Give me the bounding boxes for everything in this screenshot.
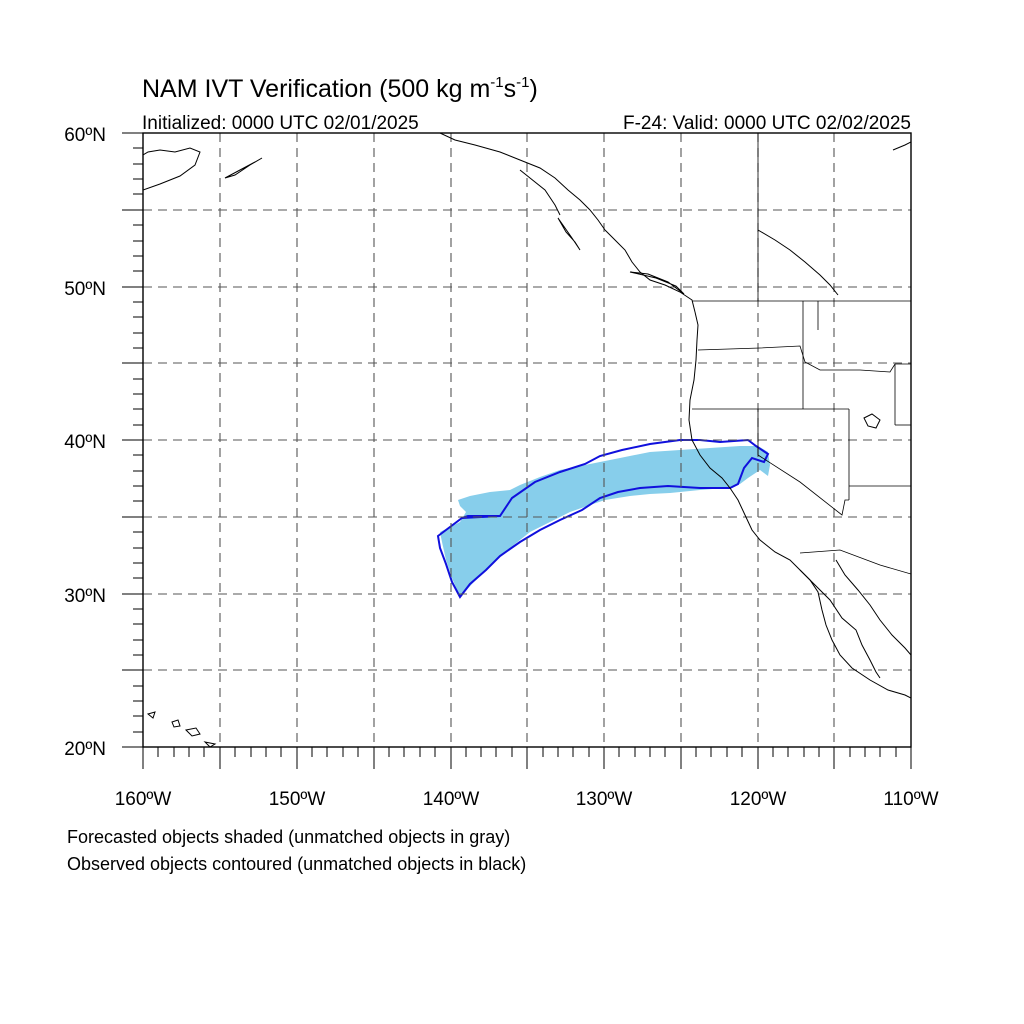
forecast-note: Forecasted objects shaded (unmatched obj… [67,827,510,847]
lon-label-120w: 120ºW [730,789,787,810]
lon-label-110w: 110ºW [883,789,938,810]
lon-label-140w: 140ºW [423,789,480,810]
forecast-object-fill [440,446,770,597]
political-borders [692,133,911,575]
lat-label-20n: 20ºN [64,739,106,760]
lat-label-60n: 60ºN [64,125,106,146]
lon-label-130w: 130ºW [576,789,633,810]
observed-object-contour [436,438,770,599]
coastlines [143,133,911,747]
initialized-label: Initialized: 0000 UTC 02/01/2025 [142,113,419,134]
valid-time-label: F-24: Valid: 0000 UTC 02/02/2025 [623,113,911,134]
lat-label-30n: 30ºN [64,586,106,607]
graticule [143,133,911,747]
lat-label-40n: 40ºN [64,432,106,453]
lon-label-150w: 150ºW [269,789,326,810]
figure-title: NAM IVT Verification (500 kg m-1s-1) [142,74,538,103]
lat-label-50n: 50ºN [64,279,106,300]
axis-ticks [122,132,912,769]
lon-label-160w: 160ºW [115,789,172,810]
observed-note: Observed objects contoured (unmatched ob… [67,854,526,874]
